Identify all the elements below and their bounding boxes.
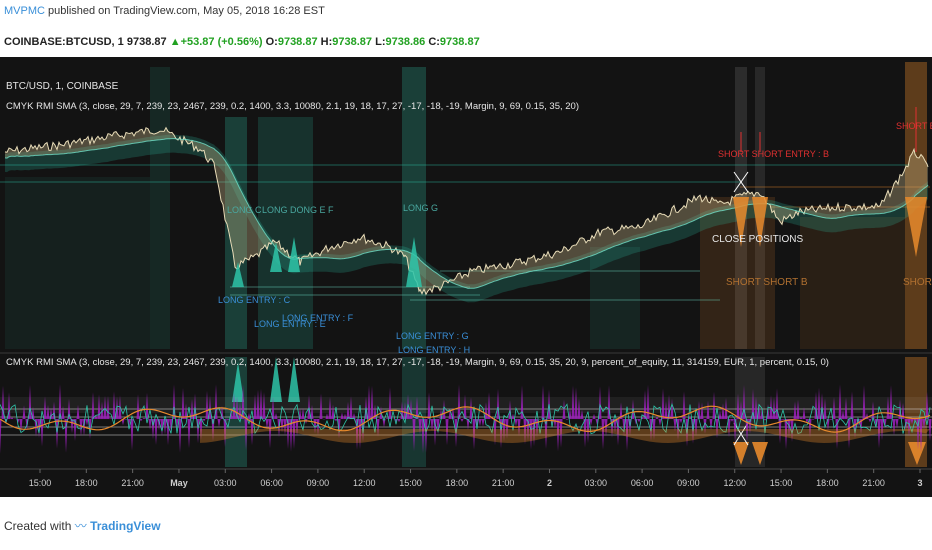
footer: Created with 〰 TradingView bbox=[4, 517, 161, 534]
annotation-short-entry: SHORT ENTRY bbox=[896, 121, 932, 131]
osc-line-teal bbox=[0, 403, 931, 435]
long-arrow bbox=[270, 242, 282, 272]
ma-cloud bbox=[5, 134, 928, 303]
x-tick-label: 15:00 bbox=[29, 478, 52, 488]
tradingview-logo-icon: 〰 bbox=[74, 519, 87, 533]
close-label: C: bbox=[428, 36, 440, 48]
x-tick-label: 21:00 bbox=[121, 478, 144, 488]
annotation-long-entry-c: LONG ENTRY : C bbox=[218, 295, 291, 305]
high-label: H: bbox=[320, 36, 333, 48]
short-arrow-lower bbox=[733, 442, 749, 465]
x-tick-label: 21:00 bbox=[492, 478, 515, 488]
oscillator-pane bbox=[0, 384, 932, 454]
long-band bbox=[590, 247, 640, 349]
long-arrow-lower bbox=[288, 357, 300, 402]
price: 9738.87 bbox=[126, 36, 167, 48]
long-arrow bbox=[232, 262, 244, 287]
long-arrow bbox=[288, 237, 300, 272]
close-cross-lower bbox=[733, 422, 749, 446]
x-tick-label: 21:00 bbox=[862, 478, 885, 488]
x-tick-label: 18:00 bbox=[75, 478, 98, 488]
open-label: O: bbox=[265, 36, 278, 48]
annotation-long-c: LONG C bbox=[227, 205, 262, 215]
x-tick-label: 3 bbox=[917, 478, 922, 488]
annotation-long-entry-e: LONG ENTRY : E bbox=[254, 319, 326, 329]
ma-line bbox=[4, 138, 929, 289]
published-text: published on TradingView.com, May 05, 20… bbox=[48, 5, 325, 17]
open-value: 9738.87 bbox=[277, 36, 318, 48]
price-line bbox=[4, 126, 929, 296]
x-tick-label: 18:00 bbox=[446, 478, 469, 488]
x-tick-labels: 15:00 18:00 21:00 May 03:00 06:00 09:00 12:00 15… bbox=[29, 469, 923, 488]
created-with-text: Created with bbox=[4, 519, 72, 533]
time-axis[interactable] bbox=[0, 469, 932, 497]
ticker-line: COINBASE:BTCUSD, 1 9738.87 ▲+53.87 (+0.5… bbox=[4, 36, 480, 48]
indicator-1-legend[interactable]: CMYK RMI SMA (3, close, 29, 7, 239, 23, … bbox=[6, 101, 579, 112]
annotation-long-entry-g: LONG ENTRY : G bbox=[396, 331, 469, 341]
short-arrow bbox=[733, 197, 749, 247]
close-cross bbox=[733, 171, 749, 193]
osc-line-orange bbox=[0, 405, 931, 433]
symbol: COINBASE:BTCUSD, 1 bbox=[4, 36, 124, 48]
x-tick-label: 12:00 bbox=[353, 478, 376, 488]
long-band bbox=[150, 67, 170, 349]
short-arrow bbox=[752, 197, 768, 247]
price-area bbox=[5, 127, 928, 295]
x-tick-label: 06:00 bbox=[260, 478, 283, 488]
x-tick-label: 12:00 bbox=[723, 478, 746, 488]
annotation-long-g: LONG G bbox=[403, 203, 439, 213]
short-arrow-lower bbox=[908, 442, 926, 465]
short-band bbox=[800, 217, 905, 349]
long-band bbox=[5, 177, 150, 349]
annotation-long-d-f: LONG DONG E F bbox=[262, 205, 334, 215]
long-band bbox=[225, 117, 247, 349]
annotation-short-b: SHORT SHORT B bbox=[726, 277, 808, 288]
short-arrow-lower bbox=[752, 442, 768, 465]
long-arrow bbox=[406, 237, 422, 287]
long-band bbox=[402, 67, 426, 349]
x-tick-label: 15:00 bbox=[399, 478, 422, 488]
signal-arrows bbox=[232, 107, 927, 465]
chart-canvas[interactable]: 15:00 18:00 21:00 May 03:00 06:00 09:00 12:00 15… bbox=[0, 57, 932, 497]
short-arrow bbox=[905, 197, 927, 257]
annotation-short: SHORT bbox=[903, 277, 932, 288]
x-tick-label: 03:00 bbox=[585, 478, 608, 488]
close-value: 9738.87 bbox=[439, 36, 480, 48]
x-tick-label: 2 bbox=[547, 478, 552, 488]
x-tick-label: 15:00 bbox=[770, 478, 793, 488]
chart-area[interactable]: 15:00 18:00 21:00 May 03:00 06:00 09:00 12:00 15… bbox=[0, 57, 932, 497]
long-arrow-lower bbox=[232, 362, 244, 402]
author-link[interactable]: MVPMC bbox=[4, 5, 45, 17]
x-tick-label: 06:00 bbox=[631, 478, 654, 488]
low-label: L: bbox=[375, 36, 386, 48]
indicator-2-legend[interactable]: CMYK RMI SMA (3, close, 29, 7, 239, 23, … bbox=[6, 357, 829, 368]
x-tick-label: 09:00 bbox=[677, 478, 700, 488]
tradingview-brand[interactable]: TradingView bbox=[90, 519, 161, 533]
publish-line: MVPMC published on TradingView.com, May … bbox=[4, 5, 325, 17]
osc-orange-area bbox=[200, 429, 930, 443]
annotation-close-positions: CLOSE POSITIONS bbox=[712, 234, 804, 245]
x-tick-label: 18:00 bbox=[816, 478, 839, 488]
pane-title: BTC/USD, 1, COINBASE bbox=[6, 81, 119, 92]
high-value: 9738.87 bbox=[332, 36, 373, 48]
x-tick-label: May bbox=[170, 478, 188, 488]
change: ▲+53.87 (+0.56%) bbox=[169, 36, 263, 48]
low-value: 9738.86 bbox=[385, 36, 426, 48]
x-tick-label: 03:00 bbox=[214, 478, 237, 488]
x-tick-label: 09:00 bbox=[307, 478, 330, 488]
annotation-short-entry-b: SHORT SHORT ENTRY : B bbox=[718, 149, 830, 159]
long-arrow-lower bbox=[270, 357, 282, 402]
long-band bbox=[258, 117, 313, 349]
annotation-long-entry-f: LONG ENTRY : F bbox=[282, 313, 354, 323]
annotation-long-entry-h: LONG ENTRY : H bbox=[398, 345, 471, 355]
